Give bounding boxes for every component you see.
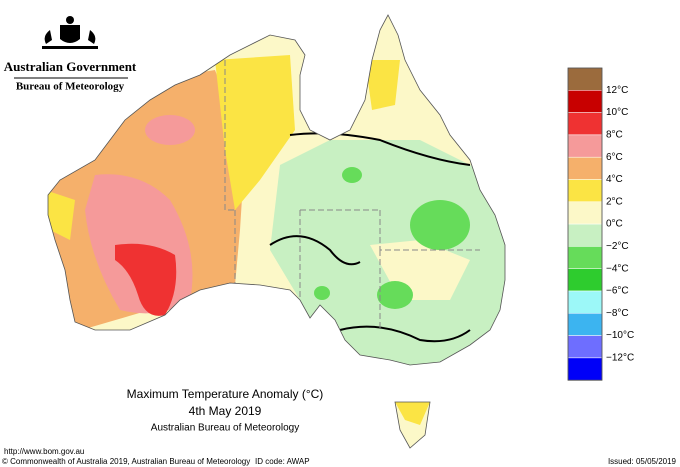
legend-frame — [567, 67, 603, 381]
legend-swatch — [567, 179, 603, 203]
coastline — [47, 14, 506, 449]
legend-swatch — [567, 268, 603, 292]
legend-swatch — [567, 313, 603, 336]
legend-swatch — [567, 134, 603, 158]
legend-label: 6°C — [606, 152, 623, 163]
legend-label: 4°C — [606, 174, 623, 185]
legend-label: 0°C — [606, 219, 623, 230]
legend-label: −8°C — [606, 308, 629, 319]
coat-of-arms — [42, 16, 98, 49]
legend-label: 8°C — [606, 130, 623, 141]
legend-swatch — [567, 290, 603, 314]
footer-url: http://www.bom.gov.au — [4, 447, 84, 456]
legend-label: −4°C — [606, 263, 629, 274]
legend-swatch — [567, 335, 603, 359]
legend-swatch — [567, 90, 603, 113]
header-subtitle: Bureau of Meteorology — [16, 81, 125, 93]
legend-swatch — [567, 156, 603, 180]
legend-swatch — [567, 223, 603, 247]
legend-label: −6°C — [606, 286, 629, 297]
legend-label: −12°C — [606, 353, 634, 364]
legend: 12°C 10°C 8°C 6°C 4°C 2°C 0°C −2°C −4°C −6°C −8°C −… — [567, 67, 634, 381]
caption-date: 4th May 2019 — [189, 404, 262, 418]
legend-swatch — [567, 357, 603, 381]
header-title: Australian Government — [4, 59, 137, 74]
legend-swatch — [567, 201, 603, 225]
footer-id: ID code: AWAP — [255, 457, 310, 466]
caption-title: Maximum Temperature Anomaly (°C) — [127, 387, 324, 401]
footer-issued: Issued: 05/05/2019 — [608, 457, 677, 466]
legend-label: 2°C — [606, 196, 623, 207]
legend-swatch — [567, 112, 603, 136]
footer-copyright: © Commonwealth of Australia 2019, Austra… — [2, 457, 250, 466]
legend-label: 12°C — [606, 85, 628, 96]
legend-label: −2°C — [606, 241, 629, 252]
caption-source: Australian Bureau of Meteorology — [151, 423, 299, 434]
legend-swatch — [567, 246, 603, 269]
legend-label: 10°C — [606, 107, 628, 118]
legend-label: −10°C — [606, 330, 634, 341]
legend-swatch — [567, 67, 603, 91]
